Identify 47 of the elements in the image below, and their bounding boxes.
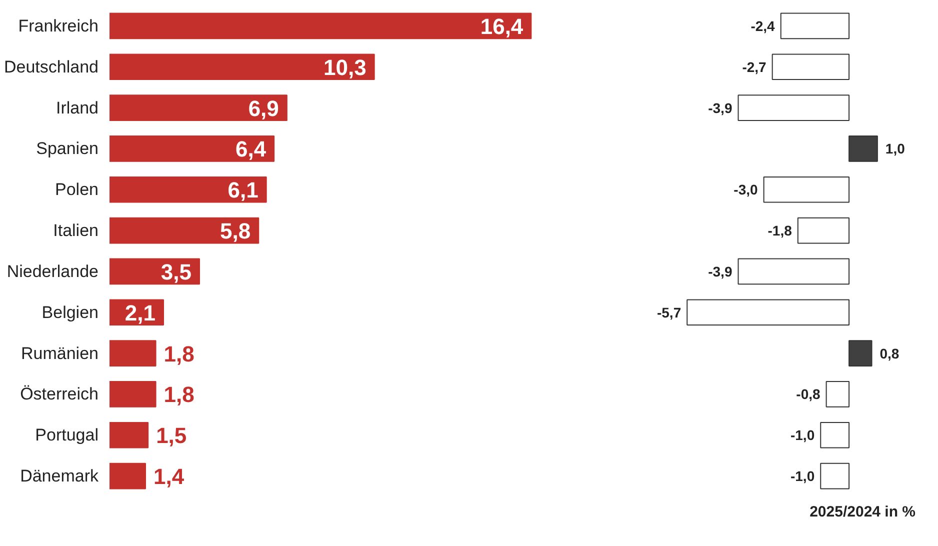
y-tick-label: Italien xyxy=(53,221,99,240)
y-tick-label: Österreich xyxy=(20,384,99,404)
data-label: 1,8 xyxy=(164,341,194,366)
bar xyxy=(110,12,532,40)
bar xyxy=(110,217,260,244)
data-label: 6,4 xyxy=(235,136,267,162)
bar xyxy=(110,54,375,80)
y-tick-label: Rumänien xyxy=(21,344,99,363)
data-label: 0,8 xyxy=(880,345,900,362)
data-label: 6,9 xyxy=(248,96,279,121)
y-tick-label: Portugal xyxy=(35,426,99,445)
bar xyxy=(110,176,267,203)
y-tick-label: Deutschland xyxy=(4,57,99,76)
data-label: 3,5 xyxy=(160,259,192,284)
data-label: -1,8 xyxy=(768,222,792,239)
y-tick-label: Belgien xyxy=(42,302,99,322)
bar xyxy=(110,381,156,408)
x-axis-title: 2025/2024 in % xyxy=(810,504,916,520)
data-label: 1,8 xyxy=(164,382,194,408)
data-label: 1,4 xyxy=(153,464,185,490)
data-label: 16,4 xyxy=(480,14,524,39)
data-label: -0,8 xyxy=(796,386,821,402)
y-tick-label: Niederlande xyxy=(6,262,99,281)
data-label: -3,0 xyxy=(734,182,758,198)
data-label: -2,7 xyxy=(742,58,767,75)
y-tick-label: Dänemark xyxy=(20,466,99,486)
y-tick-label: Frankreich xyxy=(18,16,99,36)
bar xyxy=(110,94,288,121)
data-label: -1,0 xyxy=(790,427,815,444)
y-tick-label: Spanien xyxy=(36,139,98,158)
data-label: -2,4 xyxy=(750,18,776,34)
data-label: 6,1 xyxy=(228,178,258,203)
y-tick-label: Polen xyxy=(55,180,99,200)
y-tick-label: Irland xyxy=(56,98,99,118)
bar xyxy=(110,462,146,490)
data-label: -1,0 xyxy=(790,468,815,484)
data-label: 1,0 xyxy=(885,140,906,157)
data-label: 2,1 xyxy=(124,300,156,326)
data-label: -3,9 xyxy=(708,263,732,280)
data-label: -5,7 xyxy=(656,304,682,320)
data-label: 1,5 xyxy=(156,423,187,448)
bar xyxy=(110,422,149,448)
data-label: 5,8 xyxy=(220,218,251,244)
bar xyxy=(110,340,156,366)
bar xyxy=(110,136,275,162)
data-label: 10,3 xyxy=(324,54,366,80)
data-label: -3,9 xyxy=(708,100,732,116)
